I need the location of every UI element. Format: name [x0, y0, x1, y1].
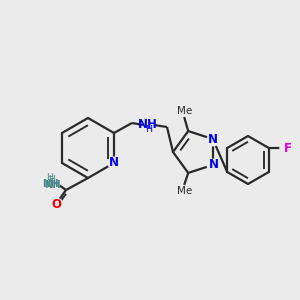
Text: Me: Me	[177, 186, 192, 196]
Text: H: H	[146, 125, 152, 134]
Text: Me: Me	[177, 106, 192, 116]
Text: F: F	[284, 142, 292, 154]
Text: H: H	[46, 172, 53, 182]
Text: NH: NH	[138, 118, 158, 130]
Text: O: O	[51, 197, 61, 211]
Text: N: N	[208, 133, 218, 146]
Text: NH: NH	[44, 180, 60, 190]
Text: N: N	[109, 157, 119, 169]
Text: H: H	[49, 175, 56, 184]
Text: NH: NH	[42, 179, 58, 189]
Text: N: N	[209, 158, 219, 171]
